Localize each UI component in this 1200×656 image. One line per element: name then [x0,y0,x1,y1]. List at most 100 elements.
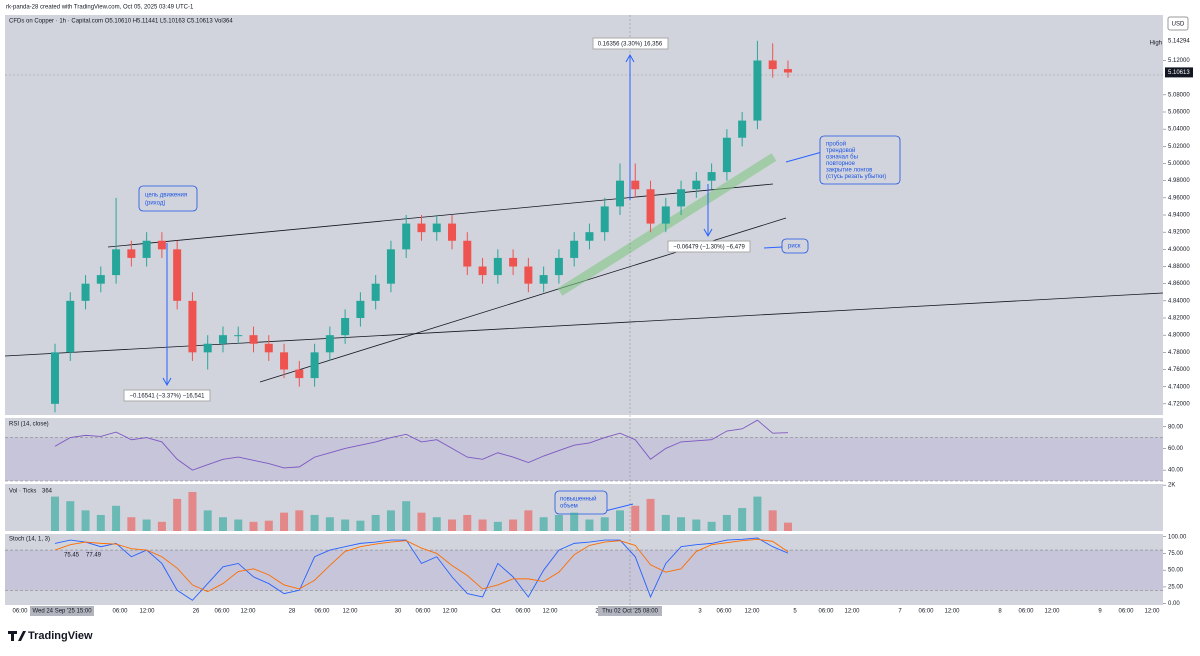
callout-text: означал бы [826,155,858,161]
measure-box [592,37,669,50]
currency-button[interactable] [1167,16,1189,31]
x-tick-label: 26 [193,609,200,615]
candle-body [677,189,686,207]
candle-body [478,266,487,276]
y-tick-label: 4.84000 [1168,298,1190,304]
y-tick-label: 4.90000 [1168,247,1190,253]
y-tick-label: 4.72000 [1168,401,1190,407]
callout-text: цель движения [145,193,187,199]
candle-body [112,249,121,276]
measure-label: −0.16541 (−3.37%) −16,541 [130,394,206,400]
x-tick-label: 06:00 [1018,609,1034,615]
y-tick-label: 4.96000 [1168,195,1190,201]
volume-bar [386,510,395,531]
x-tick-label: 3 [698,609,702,615]
measure-arrows [162,53,823,512]
x-tick-label: 12:00 [844,609,860,615]
y-tick-label: 4.80000 [1168,333,1190,339]
x-tick-label: 06:00 [1118,609,1134,615]
volume-bar [509,519,518,531]
y-tick-label: 4.92000 [1168,230,1190,236]
candle-body [722,137,731,173]
volume-bar [615,510,624,531]
candle-body [96,275,105,284]
candle-body [264,343,273,353]
last-price-label: 5.10613 [1168,70,1190,76]
y-tick-label: 100.00 [1168,534,1187,540]
candle-body [341,318,350,336]
x-tick-label: Wed 24 Sep '25 15:00 [32,609,92,615]
pane-title: RSI (14, close) [9,422,49,428]
x-tick-label: 12:00 [442,609,458,615]
volume-bar [417,512,426,531]
candle-body [524,266,533,284]
volume-bar [722,514,731,531]
candle-body [448,223,457,241]
candle-body [463,240,472,267]
candle-body [768,60,777,70]
y-tick-label: 4.82000 [1168,316,1190,322]
volume-bar [493,521,502,531]
candle-body [493,257,502,276]
volume-bar [295,510,304,531]
candle-body [386,249,395,284]
currency[interactable]: USD [1172,22,1185,28]
volume-bar [310,514,319,531]
x-tick-label: 06:00 [415,609,431,615]
y-tick-label: 2K [1168,483,1175,489]
logo-icon [8,631,26,641]
price-pane [5,15,1163,415]
x-tick-label: 30 [395,609,402,615]
candle-body [631,180,640,190]
volume-bar [341,519,350,531]
x-tick-label: 12:00 [542,609,558,615]
measure-box [667,240,751,253]
y-tick-label: 4.98000 [1168,178,1190,184]
credit: rk-panda-28 created with TradingView.com… [6,5,194,11]
y-tick-label: 0.00 [1168,601,1180,607]
indicator-line [54,538,789,593]
x-tick-label: 06:00 [314,609,330,615]
volume-bar [96,514,105,531]
logo: TradingView [28,630,93,642]
volume-bar [646,498,655,531]
candle-body [203,343,212,353]
callout-text: пробой [826,141,846,148]
pane-title: Stoch (14, 1, 3) [9,537,50,543]
candle-body [51,352,59,404]
volume-bar [371,514,380,531]
y-tick-label: 80.00 [1168,424,1184,430]
callouts [138,135,901,515]
y-tick-label: 60.00 [1168,446,1184,452]
callout-text: (стусь резать убытки) [826,174,886,180]
candle-body [661,206,670,224]
volume-bar [738,508,747,531]
y-tick-label: 5.12000 [1168,58,1190,64]
x-tick-label: 06:00 [112,609,128,615]
candle-body [646,189,655,224]
callout-text: закрытие лонгов [826,168,872,174]
y-tick-label: 4.88000 [1168,264,1190,270]
volume-bar [707,521,716,531]
x-tick-label: 06:00 [214,609,230,615]
callout-text: повторное [826,161,856,167]
measure-label: 0.16356 (3.30%) 16,356 [598,42,663,48]
volume-bar [585,519,594,531]
candle-body [218,335,227,344]
callout-text: (риход) [145,201,165,207]
x-tick-label: 06:00 [716,609,732,615]
volume-bar [524,510,533,531]
volume-bar [692,519,701,531]
volume-bar [661,514,670,531]
y-tick-label: 4.78000 [1168,350,1190,356]
volume-bar [463,514,472,531]
volume-bar [448,519,457,531]
pane-title: Vol · Ticks [9,489,36,495]
candle-body [310,352,319,379]
volume-bar [81,510,90,531]
volume-bar [51,496,59,531]
candle-body [738,120,747,138]
volume-bar [783,522,792,531]
candle-body [783,69,792,73]
y-tick-label: 5.00000 [1168,161,1190,167]
